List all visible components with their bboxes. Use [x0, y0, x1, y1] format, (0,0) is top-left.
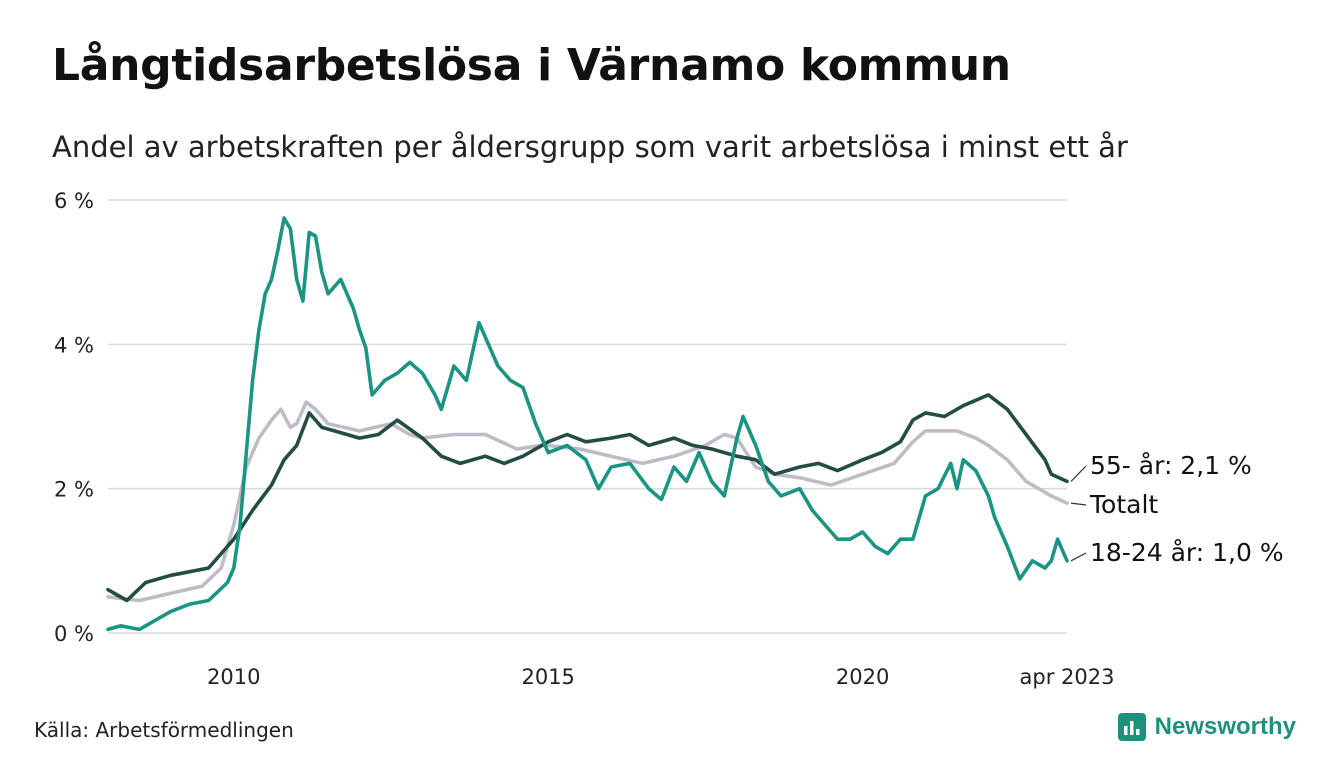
end-label-total: Totalt — [1089, 490, 1158, 519]
x-tick-label: apr 2023 — [1020, 665, 1115, 689]
brand-logo: Newsworthy — [1117, 712, 1296, 742]
series-line-youth — [106, 216, 1069, 632]
end-label-leader — [1070, 502, 1087, 506]
chart-title: Långtidsarbetslösa i Värnamo kommun — [52, 40, 1011, 91]
chart-subtitle: Andel av arbetskraften per åldersgrupp s… — [52, 130, 1128, 164]
y-tick-label: 0 % — [54, 622, 94, 646]
y-tick-label: 2 % — [54, 478, 94, 502]
end-label-elder: 55- år: 2,1 % — [1090, 451, 1252, 480]
end-label-leader — [1070, 465, 1087, 482]
y-tick-label: 6 % — [54, 189, 94, 213]
y-tick-label: 4 % — [54, 333, 94, 357]
end-label-youth: 18-24 år: 1,0 % — [1090, 538, 1284, 567]
brand-name: Newsworthy — [1154, 713, 1296, 740]
end-label-leader — [1070, 552, 1087, 562]
x-tick-label: 2010 — [207, 665, 260, 689]
x-tick-label: 2015 — [521, 665, 574, 689]
x-tick-label: 2020 — [836, 665, 889, 689]
line-chart: 0 % 2 % 4 % 6 % 2010 2015 2020 apr 2023 Totalt 55… — [54, 189, 1284, 689]
series-line-elder — [106, 393, 1069, 603]
bar-chart-icon — [1117, 713, 1146, 741]
source-label: Källa: Arbetsförmedlingen — [34, 718, 294, 742]
series-line-total — [106, 400, 1069, 603]
